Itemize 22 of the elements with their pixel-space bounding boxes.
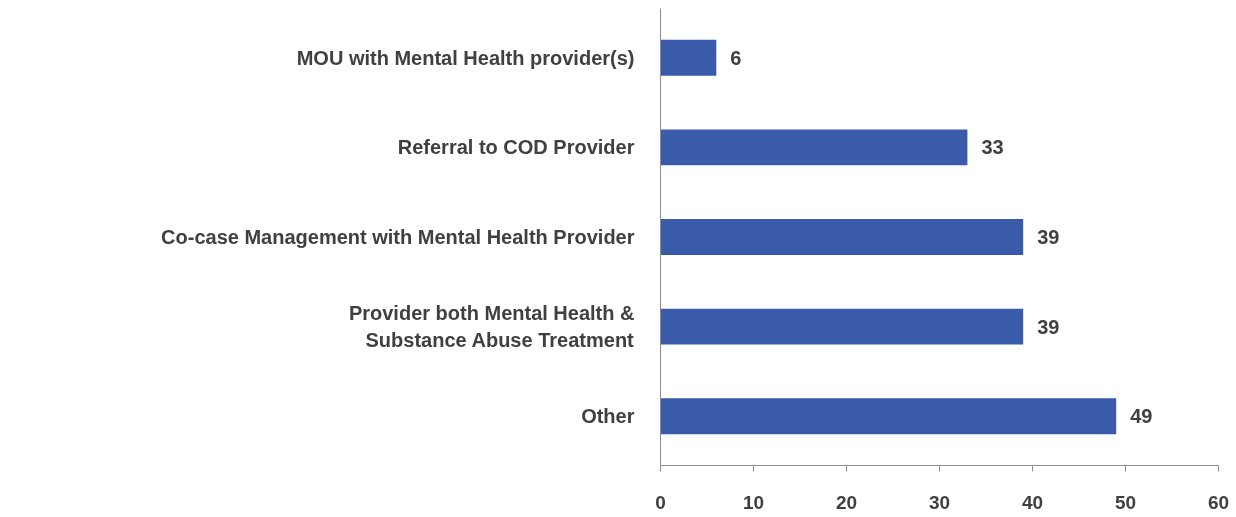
data-label: 39 [1037,315,1060,338]
x-tick-label: 40 [1021,491,1044,513]
bar [660,308,1024,345]
y-tick-label: Provider both Mental Health & Substance Abuse Treatment [348,302,635,351]
x-tick-label: 20 [835,491,858,513]
x-tick-label: 60 [1207,491,1230,513]
y-tick-label: Referral to COD Provider [397,136,635,159]
x-tick-label: 30 [928,491,951,513]
data-label: 39 [1037,226,1060,248]
y-tick-label: Co-case Management with Mental Health Provider [161,226,635,248]
data-label: 6 [730,46,742,69]
data-label: 49 [1130,405,1153,428]
bar [660,219,1024,255]
y-tick-label: Other [581,405,635,428]
bar [660,129,968,166]
bar [660,398,1117,435]
data-label: 33 [981,136,1004,159]
x-tick-label: 50 [1114,491,1137,513]
x-tick-label: 10 [742,491,765,513]
bar [660,39,717,76]
x-tick-label: 0 [655,491,666,513]
y-tick-label: MOU with Mental Health provider(s) [296,46,635,69]
